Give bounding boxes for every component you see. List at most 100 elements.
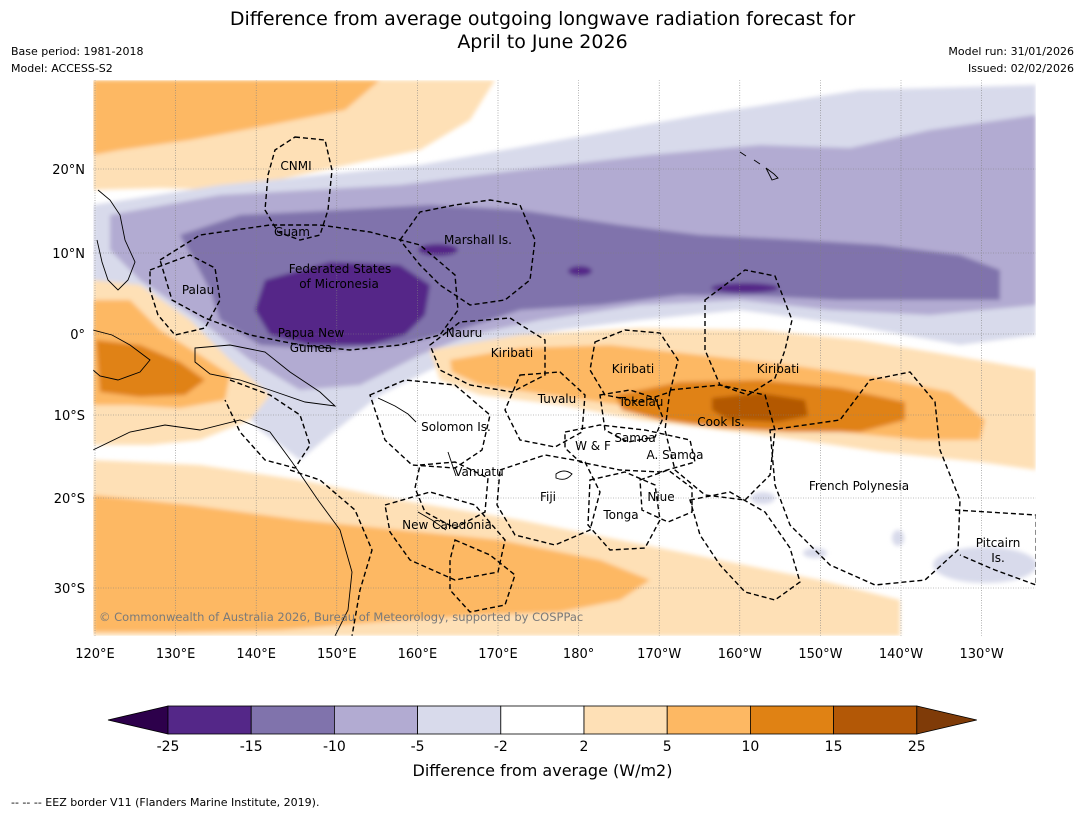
lat-tick-label: 20°S	[54, 492, 85, 507]
region-label-png-1: Papua New	[278, 326, 345, 340]
issued-date: Issued: 02/02/2026	[967, 62, 1074, 75]
region-labels: CNMI Guam Marshall Is. Federated States …	[182, 159, 1020, 565]
eez-niue	[639, 469, 693, 523]
region-label-samoa: Samoa	[614, 431, 655, 445]
coast-new-guinea	[194, 344, 337, 407]
lat-tick-label: 10°N	[52, 247, 85, 262]
region-label-tuvalu: Tuvalu	[537, 392, 577, 406]
eez-palau	[149, 254, 221, 336]
coast-fiji	[555, 470, 573, 480]
colorbar-tick-label: 25	[908, 739, 926, 755]
lat-tick-label: 20°N	[52, 163, 85, 178]
eez-solomon	[369, 379, 491, 469]
region-label-new-caledonia: New Caledonia	[402, 518, 492, 532]
eez-marshall	[399, 199, 536, 306]
colorbar-swatch	[250, 705, 335, 735]
colorbar-swatch	[750, 705, 835, 735]
anomaly-north-pos-medium	[93, 80, 380, 155]
copyright-text: © Commonwealth of Australia 2026, Bureau…	[99, 610, 583, 624]
coast-australia	[93, 419, 353, 636]
lon-tick-label: 160°W	[718, 647, 762, 662]
region-label-american-samoa: A. Samoa	[647, 448, 704, 462]
region-label-cnmi: CNMI	[280, 159, 311, 173]
lon-tick-label: 140°W	[879, 647, 923, 662]
anomaly-neg-strong-central	[568, 266, 592, 276]
eez-australia-east	[289, 469, 373, 636]
eez-tokelau	[599, 389, 664, 443]
colorbar-tick-label: -15	[240, 739, 263, 755]
anomaly-field	[93, 80, 1036, 636]
region-label-kiribati-phoenix: Kiribati	[612, 362, 654, 376]
axis-labels: 120°E 130°E 140°E 150°E 160°E 170°E 180° 170°W 1…	[52, 163, 1004, 662]
lat-tick-label: 10°S	[54, 409, 85, 424]
anomaly-neg-strong-east	[711, 283, 779, 293]
graticule	[93, 80, 1036, 636]
eez-fiji	[496, 454, 601, 546]
region-label-pitcairn-2: Is.	[991, 551, 1005, 565]
lon-tick-label: 180°	[563, 647, 594, 662]
lon-tick-label: 170°W	[637, 647, 681, 662]
colorbar-swatch	[167, 705, 252, 735]
meta-right: Model run: 31/01/2026 Issued: 02/02/2026	[948, 43, 1074, 77]
anomaly-west-pos-strong	[96, 340, 205, 397]
model-run: Model run: 31/01/2026	[948, 45, 1074, 58]
coastlines	[93, 151, 779, 636]
eez-gilbert-kiribati	[429, 317, 546, 393]
eez-borders	[149, 136, 1036, 636]
eez-samoa-wallis	[564, 424, 696, 473]
colorbar-tick-label: 10	[741, 739, 759, 755]
coast-solomon-is	[377, 397, 417, 423]
region-label-kiribati-line: Kiribati	[757, 362, 799, 376]
region-label-niue: Niue	[647, 490, 674, 504]
meta-left: Base period: 1981-2018 Model: ACCESS-S2	[11, 43, 143, 77]
colorbar-tick-label: -5	[411, 739, 425, 755]
colorbar-swatch	[417, 705, 502, 735]
region-label-marshall: Marshall Is.	[444, 233, 512, 247]
anomaly-neg-pitcairn	[933, 547, 1036, 583]
colorbar-swatch	[333, 705, 418, 735]
anomaly-neg-southeast-1	[803, 548, 827, 558]
colorbar-swatch	[666, 705, 751, 735]
region-label-palau: Palau	[182, 283, 214, 297]
region-label-french-polynesia: French Polynesia	[809, 479, 909, 493]
lon-tick-label: 160°E	[398, 647, 438, 662]
lon-tick-label: 130°E	[156, 647, 196, 662]
map-frame	[92, 79, 1037, 637]
eez-nz-north	[449, 539, 516, 613]
colorbar-tick-label: -2	[494, 739, 508, 755]
colorbar-tick-label: 5	[663, 739, 672, 755]
lon-tick-label: 120°E	[75, 647, 115, 662]
lon-tick-label: 170°E	[478, 647, 518, 662]
region-label-fsm-2: of Micronesia	[299, 277, 379, 291]
region-label-tonga: Tonga	[602, 508, 638, 522]
region-label-wallis-futuna: W & F	[575, 439, 611, 453]
lon-tick-label: 150°E	[317, 647, 357, 662]
colorbar-swatch	[500, 705, 585, 735]
region-label-fiji: Fiji	[540, 490, 556, 504]
footer-eez-note: -- -- -- EEZ border V11 (Flanders Marine…	[11, 796, 320, 809]
eez-tonga	[587, 471, 661, 551]
lat-tick-label: 0°	[70, 328, 85, 343]
eez-line-kiribati	[704, 269, 793, 396]
coast-borneo-sulawesi	[93, 329, 151, 381]
region-label-nauru: Nauru	[446, 326, 482, 340]
colorbar-swatch	[833, 705, 918, 735]
region-label-png-2: Guinea	[290, 341, 333, 355]
lon-tick-label: 150°W	[798, 647, 842, 662]
anomaly-neg-southeast-3	[892, 530, 904, 546]
colorbar-label: Difference from average (W/m2)	[412, 761, 673, 780]
colorbar-swatch	[583, 705, 668, 735]
lat-tick-label: 30°S	[54, 582, 85, 597]
colorbar-under-arrow	[107, 705, 169, 735]
model-name: Model: ACCESS-S2	[11, 62, 113, 75]
colorbar: -25 -15 -10 -5 -2 2 5 10 15 25	[107, 705, 977, 755]
coast-hawaii	[739, 151, 779, 181]
colorbar-tick-label: 15	[825, 739, 843, 755]
anomaly-south-west-medium	[93, 495, 650, 632]
region-label-pitcairn-1: Pitcairn	[976, 536, 1021, 550]
colorbar-over-arrow	[916, 705, 977, 735]
coast-vanuatu	[447, 451, 457, 477]
region-label-tokelau: Tokelau	[618, 395, 664, 409]
colorbar-tick-label: -25	[157, 739, 180, 755]
